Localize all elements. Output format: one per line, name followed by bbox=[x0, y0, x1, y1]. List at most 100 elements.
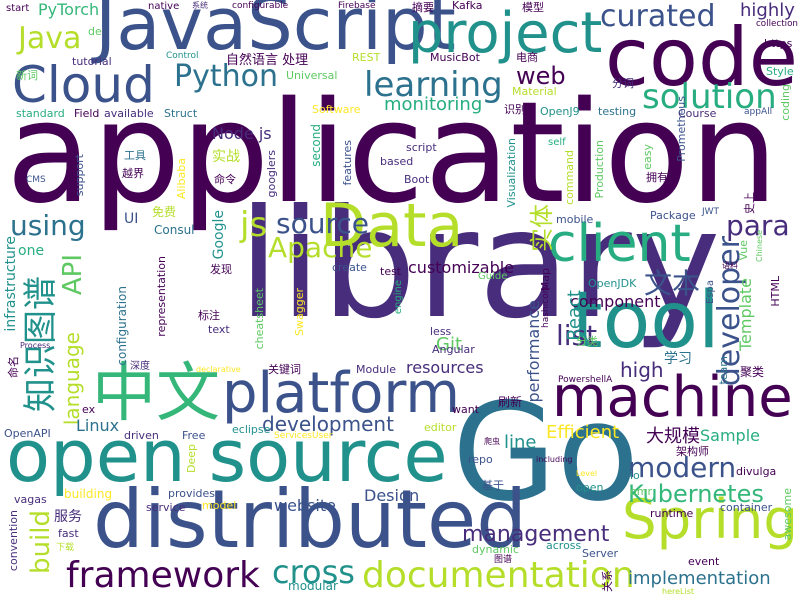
word-ex: ex bbox=[82, 403, 96, 416]
word-fenci: 分词 bbox=[612, 77, 634, 90]
word-fast: fast bbox=[58, 527, 79, 540]
word-representation: representation bbox=[155, 256, 168, 337]
word-cloud-label: Cloud bbox=[12, 56, 155, 114]
word-website: website bbox=[274, 496, 336, 515]
word-client: client bbox=[548, 214, 691, 274]
word-julei: 聚类 bbox=[740, 365, 765, 379]
word-vue: Vue bbox=[737, 240, 750, 261]
word-awesome: awesome bbox=[781, 488, 794, 541]
word-documentation: documentation bbox=[362, 555, 635, 596]
word-project: project bbox=[408, 1, 603, 66]
word-distributed: distributed bbox=[93, 473, 528, 566]
word-production: Production bbox=[593, 140, 606, 199]
word-faxian: 发现 bbox=[210, 263, 232, 276]
word-rest: REST bbox=[352, 51, 381, 64]
word-para: para bbox=[726, 209, 790, 242]
word-divulga: divulga bbox=[736, 465, 777, 478]
word-standard: standard bbox=[16, 107, 65, 120]
word-xinci: 新词 bbox=[16, 69, 38, 82]
word-application: application bbox=[6, 72, 779, 235]
word-guanxi: 关系 bbox=[601, 570, 614, 592]
word-development: development bbox=[262, 412, 394, 436]
word-open-source: open source bbox=[6, 414, 448, 498]
word-building: building bbox=[64, 487, 113, 501]
word-fenlei: 分类 bbox=[576, 335, 598, 348]
word-boot: Boot bbox=[404, 173, 430, 186]
word-alibaba: Alibaba bbox=[175, 158, 188, 200]
word-container: container bbox=[720, 501, 773, 514]
word-cheatsheet: cheatsheet bbox=[253, 288, 266, 350]
word-shishang: 史上 bbox=[743, 192, 756, 214]
word-management: management bbox=[462, 522, 610, 547]
word-model: model bbox=[202, 499, 237, 512]
word-editor: editor bbox=[424, 421, 457, 434]
word-team: team bbox=[717, 356, 730, 385]
word-framework: framework bbox=[66, 555, 260, 596]
word-machine: machine bbox=[552, 365, 793, 430]
word-kafka: Kafka bbox=[452, 0, 483, 12]
word-configurable: configurable bbox=[232, 1, 289, 11]
word-repo: repo bbox=[468, 453, 493, 466]
word-runtime: runtime bbox=[650, 507, 694, 520]
word-self: self bbox=[548, 137, 566, 148]
word-angular: Angular bbox=[432, 343, 475, 356]
word-template: Template bbox=[736, 278, 755, 352]
word-xitong: 系统 bbox=[192, 1, 208, 10]
word-zhaiyao: 摘要 bbox=[412, 1, 434, 14]
word-code: code bbox=[605, 11, 798, 104]
word-js: js bbox=[240, 205, 268, 245]
word-espa: Espa bbox=[705, 280, 716, 305]
word-html: HTML bbox=[769, 276, 782, 307]
word-pachong: 爬虫 bbox=[484, 437, 500, 446]
word-process: Process bbox=[20, 341, 51, 350]
word-convention: convention bbox=[7, 510, 20, 572]
word-openapi: OpenAPI bbox=[4, 427, 51, 440]
word-script: script bbox=[406, 141, 437, 154]
word-infrastructure: infrastructure bbox=[3, 236, 19, 332]
word-features: features bbox=[341, 140, 354, 186]
word-source: source bbox=[276, 207, 369, 240]
word-guide: Guide bbox=[478, 271, 508, 282]
word-including: including bbox=[536, 455, 573, 464]
word-one: one bbox=[18, 243, 45, 259]
word-ziran-yuyan: 自然语言 处理 bbox=[226, 53, 309, 68]
word-style: Style bbox=[766, 65, 794, 78]
word-yuejie: 越界 bbox=[122, 167, 144, 180]
word-googlers: googlers bbox=[265, 150, 278, 198]
word-build: build bbox=[26, 510, 56, 574]
word-mingling: 命令 bbox=[214, 173, 236, 186]
word-collection: collection bbox=[756, 19, 798, 29]
word-jiagoushi: 架构师 bbox=[676, 445, 709, 458]
word-want: want bbox=[452, 403, 480, 416]
word-design: Design bbox=[364, 486, 420, 505]
word-zhongwen: 中文 bbox=[92, 357, 220, 431]
word-omr: omr bbox=[630, 485, 652, 498]
word-fuwu: 服务 bbox=[54, 509, 82, 525]
word-shizhan: 实战 bbox=[212, 149, 240, 165]
word-jwt: JWT bbox=[702, 207, 720, 217]
word-consul: Consul bbox=[154, 223, 195, 237]
word-struct: Struct bbox=[164, 107, 198, 120]
word-cms: CMS bbox=[26, 175, 46, 185]
word-pytorch: PyTorch bbox=[38, 0, 100, 19]
word-support: support bbox=[73, 154, 86, 197]
word-customizable: customizable bbox=[408, 258, 515, 277]
word-shuaxin: 刷新 bbox=[498, 395, 523, 409]
word-universal: Universal bbox=[286, 69, 338, 82]
word-across: across bbox=[546, 539, 582, 552]
word-tutorial: tutorial bbox=[72, 55, 112, 68]
word-ui: UI bbox=[124, 211, 139, 227]
word-guanjianci: 关键词 bbox=[268, 363, 301, 376]
word-resources: resources bbox=[406, 358, 484, 377]
word-using: using bbox=[10, 209, 86, 242]
word-command: command bbox=[563, 150, 576, 205]
word-highly: highly bbox=[740, 0, 795, 21]
word-chinese: Chinese bbox=[755, 230, 764, 262]
word-vagas: vagas bbox=[14, 493, 47, 506]
word-easy: easy bbox=[641, 144, 654, 170]
word-high: high bbox=[620, 358, 664, 382]
word-yuliao: 语料 bbox=[722, 261, 738, 270]
word-wenben: 文本 bbox=[644, 267, 701, 300]
word-language: language bbox=[60, 332, 84, 426]
word-map: Map bbox=[539, 268, 552, 292]
